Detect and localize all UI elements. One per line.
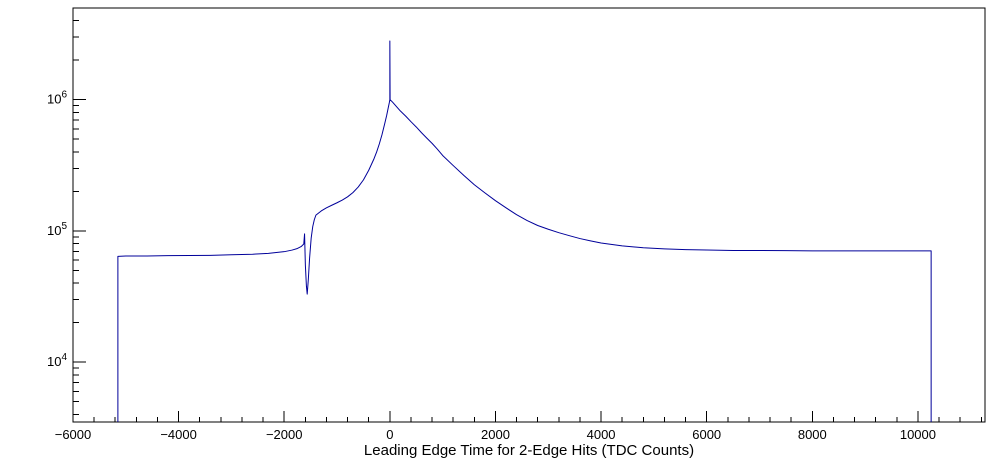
x-tick-label: −4000 [160, 427, 197, 442]
frame-rect [72, 7, 986, 423]
data-curve [117, 40, 932, 422]
x-axis-labels: −6000 −4000 −2000 0 2000 4000 6000 8000 10000 [55, 427, 936, 442]
y-axis-labels: 104 105 106 [47, 90, 67, 369]
x-tick-label: 8000 [798, 427, 827, 442]
y-tick-label: 105 [47, 221, 67, 238]
x-tick-label: −6000 [55, 427, 92, 442]
x-axis-ticks [72, 411, 982, 422]
x-tick-label: 6000 [692, 427, 721, 442]
plot-frame [72, 7, 986, 423]
x-tick-label: −2000 [266, 427, 303, 442]
x-tick-label: 4000 [587, 427, 616, 442]
x-axis-title: Leading Edge Time for 2-Edge Hits (TDC C… [364, 442, 694, 459]
x-tick-label: 0 [386, 427, 393, 442]
x-tick-label: 10000 [900, 427, 936, 442]
x-tick-label: 2000 [481, 427, 510, 442]
histogram-line [117, 40, 932, 422]
y-tick-label: 106 [47, 90, 67, 107]
y-tick-label: 104 [47, 352, 67, 369]
y-axis-ticks [73, 20, 86, 415]
